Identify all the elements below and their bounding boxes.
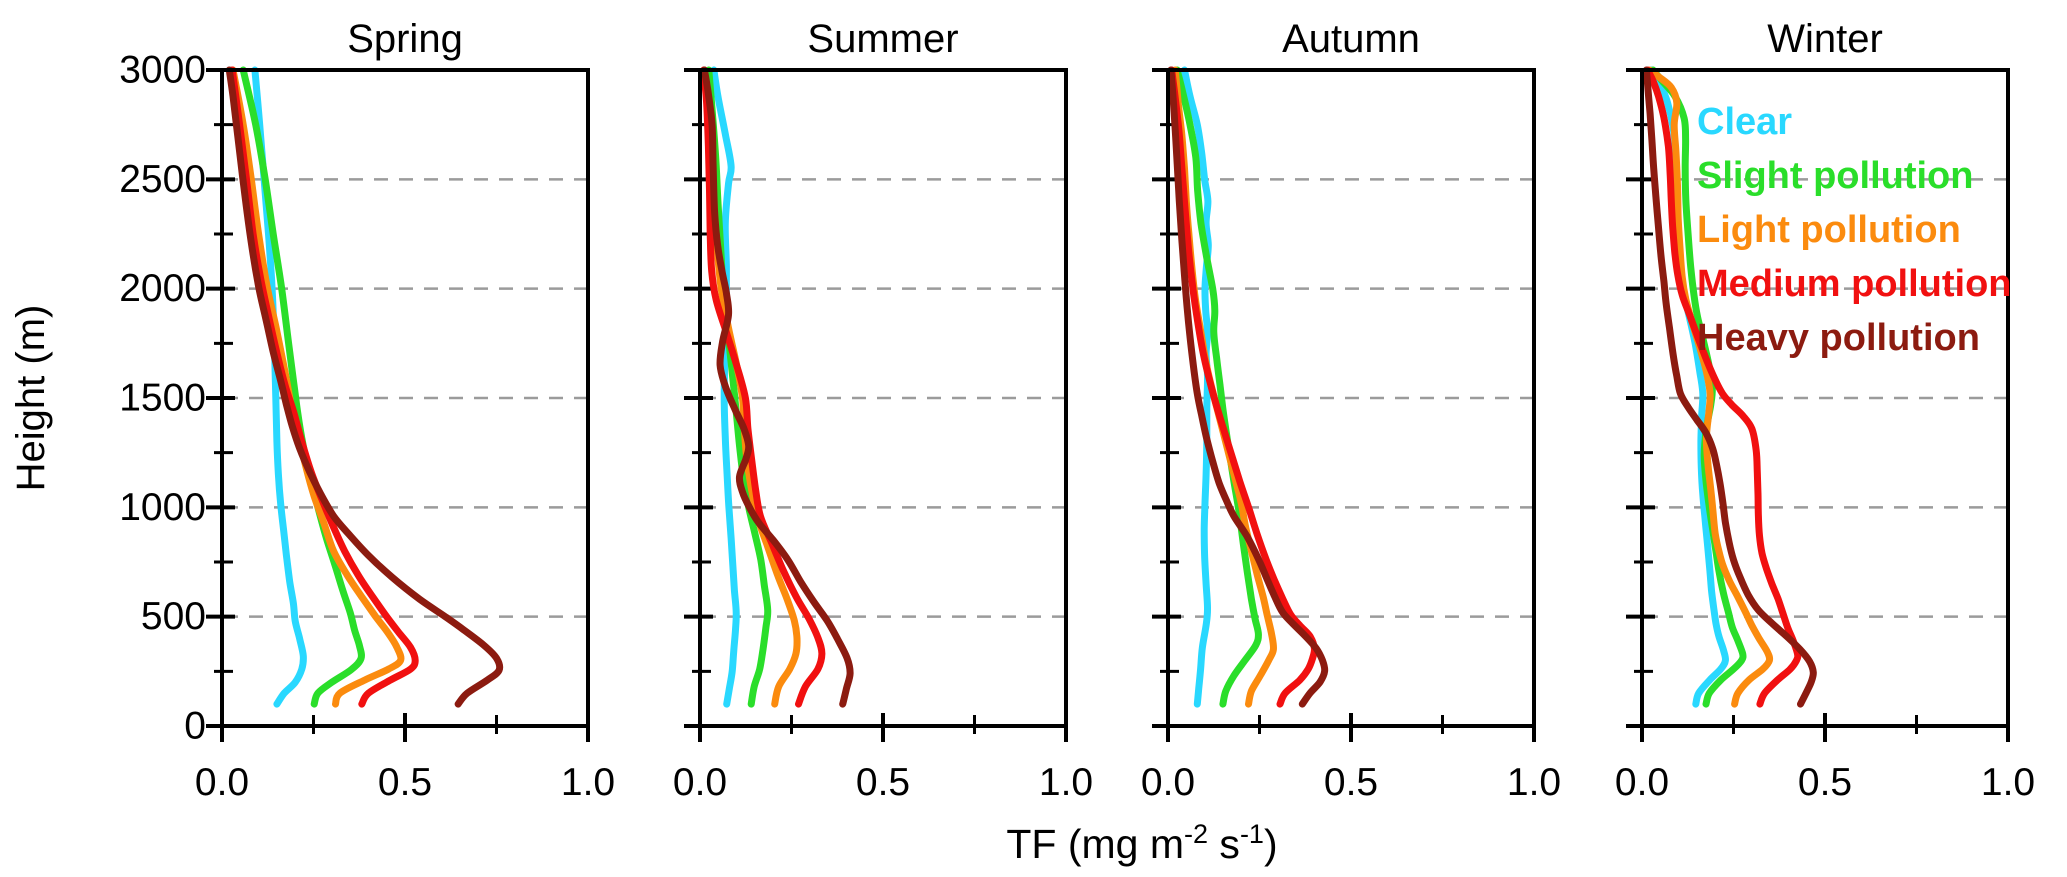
- curve-spring-light: [229, 66, 405, 708]
- y-tick-label-2000: 2000: [119, 267, 206, 310]
- x-tick-label-summer-1: 0.5: [856, 761, 910, 804]
- y-axis-label: Height (m): [9, 305, 53, 492]
- x-tick-label-spring-0: 0.0: [195, 761, 249, 804]
- x-tick-label-autumn-1: 0.5: [1324, 761, 1378, 804]
- legend-label-light: Light pollution: [1697, 209, 1961, 251]
- y-tick-label-500: 500: [141, 595, 206, 638]
- curve-autumn-heavy: [1167, 66, 1329, 708]
- y-tick-label-2500: 2500: [119, 158, 206, 201]
- x-axis-label: TF (mg m-2 s-1): [1006, 819, 1277, 867]
- x-tick-label-winter-0: 0.0: [1615, 761, 1669, 804]
- curve-summer-clear: [710, 66, 740, 708]
- panel-title-spring: Spring: [347, 17, 463, 61]
- legend-label-clear: Clear: [1697, 101, 1792, 143]
- curve-winter-light: [1645, 66, 1774, 708]
- curve-summer-heavy: [700, 66, 854, 708]
- curve-autumn-medium: [1168, 66, 1318, 708]
- y-tick-label-1500: 1500: [119, 377, 206, 420]
- x-tick-label-summer-2: 1.0: [1039, 761, 1093, 804]
- legend-label-medium: Medium pollution: [1697, 263, 2012, 305]
- x-tick-label-spring-2: 1.0: [561, 761, 615, 804]
- plot-frame-autumn: [1166, 68, 1536, 728]
- panel-title-summer: Summer: [807, 17, 958, 61]
- x-tick-label-autumn-2: 1.0: [1507, 761, 1561, 804]
- curve-spring-slight: [239, 66, 365, 708]
- plot-frame-winter: [1640, 68, 2010, 728]
- x-tick-label-winter-1: 0.5: [1798, 761, 1852, 804]
- y-tick-label-1000: 1000: [119, 486, 206, 529]
- plot-frame-spring: [220, 68, 590, 728]
- panel-autumn: Autumn 0.0 0.5 1.0: [1141, 17, 1561, 804]
- y-tick-label-0: 0: [184, 705, 206, 748]
- panel-spring: Spring 0.0 0.5 1.0 0 500 1000 1500 2000 2500 3000: [119, 17, 615, 804]
- curve-spring-heavy: [225, 66, 504, 708]
- curve-spring-clear: [251, 66, 307, 708]
- panel-summer: Summer 0.0 0.5 1.0: [673, 17, 1093, 804]
- curve-autumn-light: [1171, 66, 1278, 708]
- y-tick-label-3000: 3000: [119, 49, 206, 92]
- x-tick-label-autumn-0: 0.0: [1141, 761, 1195, 804]
- panel-title-winter: Winter: [1767, 17, 1883, 61]
- legend-label-slight: Slight pollution: [1697, 155, 1973, 197]
- panel-title-autumn: Autumn: [1282, 17, 1420, 61]
- x-tick-label-spring-1: 0.5: [378, 761, 432, 804]
- curve-autumn-slight: [1173, 66, 1262, 708]
- x-tick-label-winter-2: 1.0: [1981, 761, 2035, 804]
- legend-label-heavy: Heavy pollution: [1697, 317, 1980, 359]
- curve-winter-heavy: [1642, 66, 1817, 708]
- plot-frame-summer: [698, 68, 1068, 728]
- curve-summer-medium: [700, 66, 826, 708]
- x-tick-label-summer-0: 0.0: [673, 761, 727, 804]
- panel-winter: Winter 0.0 0.5 1.0: [1615, 17, 2035, 804]
